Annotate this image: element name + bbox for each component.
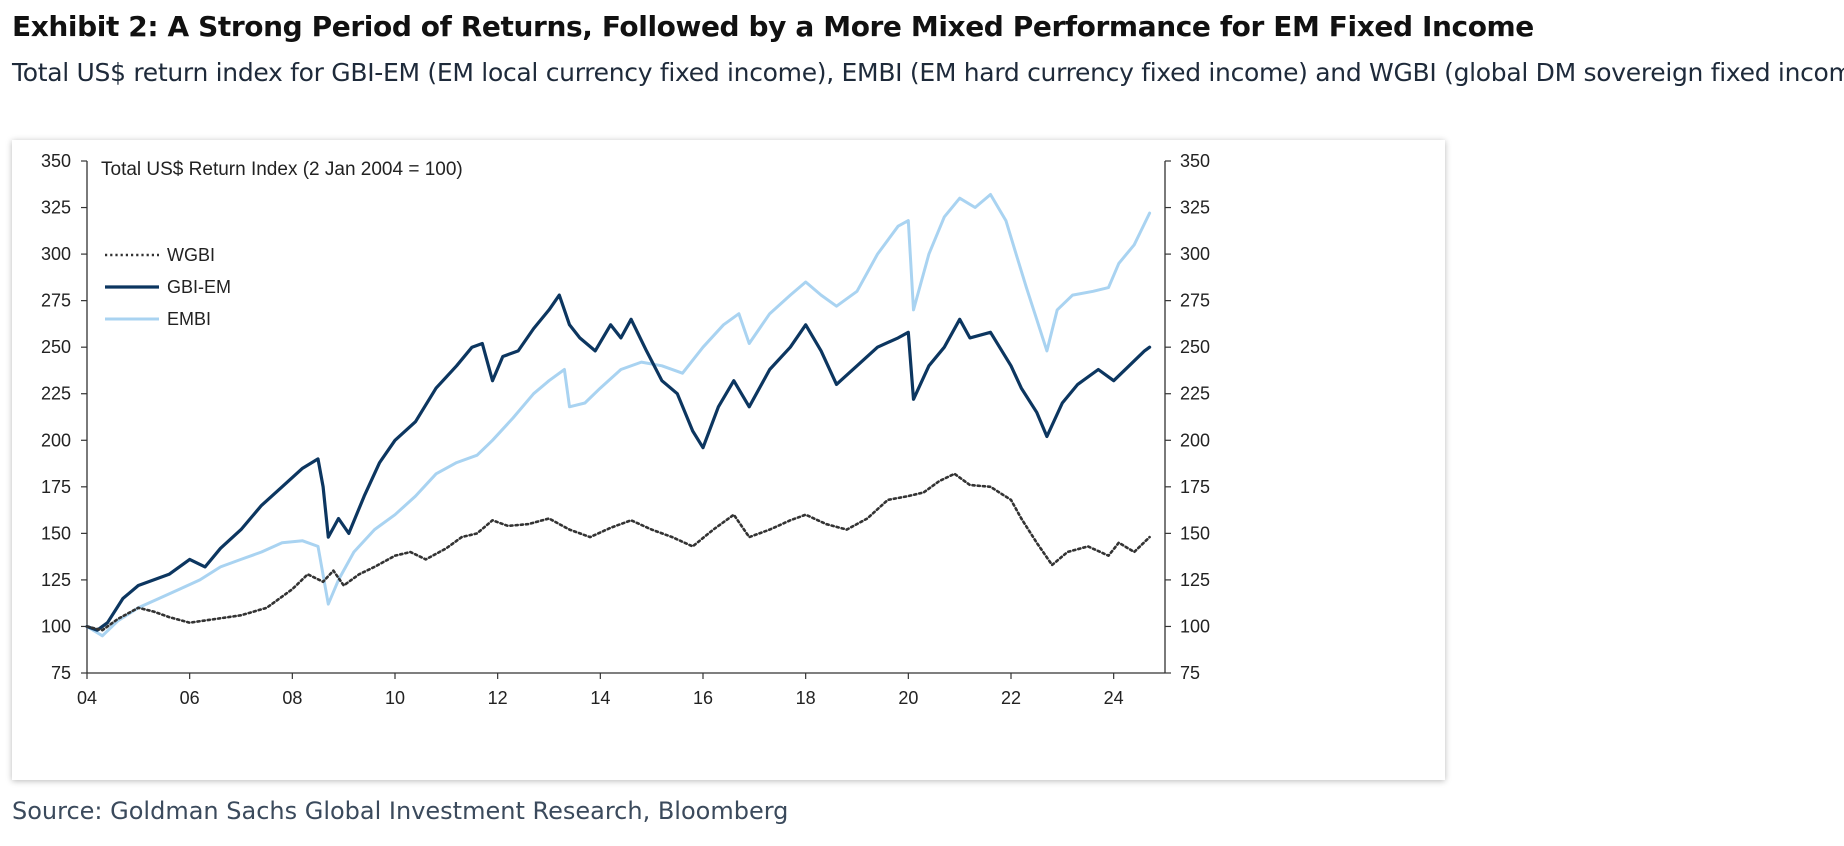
y-tick-label-left: 350 (41, 151, 71, 171)
y-tick-label-left: 300 (41, 244, 71, 264)
y-tick-label-right: 175 (1180, 477, 1210, 497)
y-tick-label-right: 275 (1180, 291, 1210, 311)
chart-panel: 75 75 100 100 125 125 150 150 175 175 200 200 225 225… (12, 140, 1445, 780)
chart-series (85, 193, 1152, 638)
y-tick-label-right: 100 (1180, 616, 1210, 636)
y-tick-label-right: 200 (1180, 430, 1210, 450)
y-tick-label-left: 75 (51, 663, 71, 683)
chart-title: Total US$ Return Index (2 Jan 2004 = 100… (101, 159, 463, 180)
y-tick-label-left: 200 (41, 430, 71, 450)
chart-legend: WGBI GBI-EM EMBI (105, 245, 231, 329)
x-tick-label: 08 (282, 688, 302, 708)
legend-label-embi: EMBI (167, 309, 211, 329)
y-tick-label-left: 225 (41, 384, 71, 404)
y-tick-label-left: 150 (41, 523, 71, 543)
x-tick-label: 14 (590, 688, 610, 708)
y-tick-label-left: 100 (41, 616, 71, 636)
y-tick-label-left: 325 (41, 198, 71, 218)
chart-axes: 75 75 100 100 125 125 150 150 175 175 200 200 225 225… (41, 151, 1210, 708)
x-tick-label: 06 (180, 688, 200, 708)
y-tick-label-right: 75 (1180, 663, 1200, 683)
y-tick-label-right: 325 (1180, 198, 1210, 218)
x-tick-label: 22 (1001, 688, 1021, 708)
y-tick-label-right: 300 (1180, 244, 1210, 264)
y-tick-label-left: 125 (41, 570, 71, 590)
line-chart: 75 75 100 100 125 125 150 150 175 175 200 200 225 225… (41, 151, 1210, 708)
legend-label-wgbi: WGBI (167, 245, 215, 265)
y-tick-label-left: 275 (41, 291, 71, 311)
y-tick-label-right: 350 (1180, 151, 1210, 171)
x-tick-label: 18 (796, 688, 816, 708)
source-note: Source: Goldman Sachs Global Investment … (12, 797, 789, 825)
y-tick-label-left: 175 (41, 477, 71, 497)
x-tick-label: 10 (385, 688, 405, 708)
x-tick-label: 04 (77, 688, 97, 708)
exhibit-subtitle: Total US$ return index for GBI-EM (EM lo… (12, 58, 1844, 87)
series-line-embi (85, 193, 1152, 638)
y-tick-label-left: 250 (41, 337, 71, 357)
series-line-gbi-em (85, 293, 1152, 632)
exhibit-title: Exhibit 2: A Strong Period of Returns, F… (12, 10, 1534, 43)
x-tick-label: 16 (693, 688, 713, 708)
legend-label-gbi-em: GBI-EM (167, 277, 231, 297)
x-tick-label: 24 (1104, 688, 1124, 708)
y-tick-label-right: 250 (1180, 337, 1210, 357)
y-tick-label-right: 225 (1180, 384, 1210, 404)
series-line-wgbi (85, 472, 1151, 632)
y-tick-label-right: 125 (1180, 570, 1210, 590)
x-tick-label: 20 (898, 688, 918, 708)
x-tick-label: 12 (488, 688, 508, 708)
y-tick-label-right: 150 (1180, 523, 1210, 543)
